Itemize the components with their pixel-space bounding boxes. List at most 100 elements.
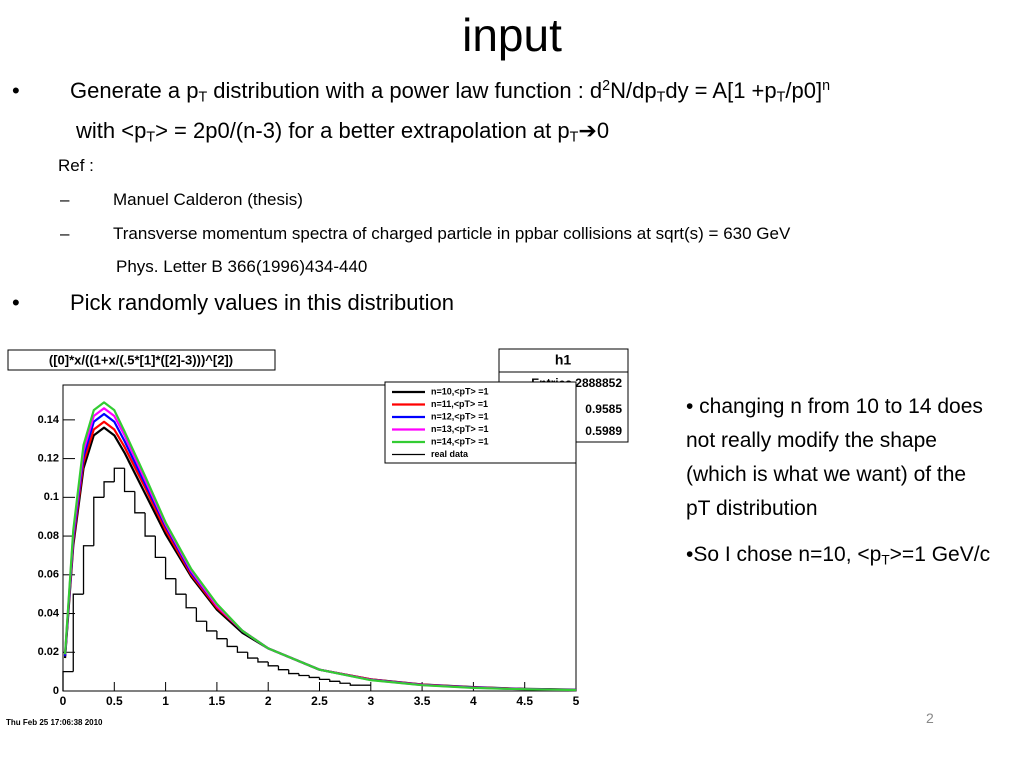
stats-rms: 0.5989 [585, 424, 622, 438]
slide-title: input [462, 9, 562, 61]
histogram-bin [288, 669, 299, 675]
histogram-bin [82, 545, 94, 595]
histogram-bin [72, 593, 84, 672]
bullet-text: Phys. Letter B 366(1996)434-440 [116, 257, 367, 277]
text-run: • changing n from 10 to 14 does not real… [686, 395, 983, 520]
page-number: 2 [926, 710, 934, 726]
bullet-text: Ref : [58, 156, 94, 176]
legend-label: n=14,<pT> =1 [431, 436, 489, 446]
x-tick-label: 4.5 [516, 694, 533, 708]
bullet-marker: – [60, 190, 70, 209]
histogram-bin [308, 675, 320, 679]
histogram-bin [103, 481, 115, 498]
legend-label: n=10,<pT> =1 [431, 386, 489, 396]
text-run: N/dp [610, 78, 657, 103]
text-run: Ref : [58, 156, 94, 175]
bullet-text: Manuel Calderon (thesis) [113, 190, 303, 210]
x-tick-label: 2.5 [311, 694, 328, 708]
text-run: T [656, 89, 666, 106]
bullet-text: Generate a pT distribution with a power … [70, 78, 830, 106]
text-run: Manuel Calderon (thesis) [113, 190, 303, 209]
x-tick-label: 4 [470, 694, 477, 708]
histogram-bin [236, 646, 248, 653]
x-tick-label: 2 [265, 694, 272, 708]
histogram-bin [226, 638, 238, 648]
y-tick-label: 0.06 [38, 569, 59, 581]
histogram-bin [154, 536, 166, 559]
histogram-bin [257, 658, 269, 663]
text-run: 2 [602, 78, 611, 95]
histogram-bin [175, 578, 187, 595]
x-tick-label: 0.5 [106, 694, 123, 708]
histogram-bin [247, 652, 258, 659]
timestamp: Thu Feb 25 17:06:38 2010 [6, 718, 103, 727]
y-tick-label: 0.08 [38, 530, 59, 542]
x-tick-label: 1.5 [209, 694, 226, 708]
y-tick-label: 0.04 [38, 607, 60, 619]
y-tick-label: 0.1 [44, 491, 59, 503]
text-run: >=1 GeV/c [889, 543, 991, 566]
x-tick-label: 1 [162, 694, 169, 708]
text-run: > = 2p0/(n-3) for a better extrapolation… [155, 118, 570, 143]
legend-label: real data [431, 449, 469, 459]
side-text: • changing n from 10 to 14 does not real… [686, 390, 991, 589]
text-run: distribution with a power law function :… [207, 78, 603, 103]
bullet-text: Transverse momentum spectra of charged p… [113, 224, 790, 244]
stats-mean: 0.9585 [585, 402, 622, 416]
legend-label: n=12,<pT> =1 [431, 411, 489, 421]
text-run: /p0] [785, 78, 823, 103]
text-run: ➔0 [578, 118, 610, 143]
y-tick-label: 0.14 [38, 414, 60, 426]
stats-name: h1 [555, 352, 572, 368]
legend-box [384, 381, 577, 464]
text-run: Pick randomly values in this distributio… [70, 290, 454, 315]
histogram-bin [329, 679, 341, 682]
y-tick-label: 0.12 [38, 453, 59, 465]
bullet-marker: • [12, 290, 20, 315]
y-tick-label: 0 [53, 685, 59, 697]
histogram-bin [298, 673, 310, 677]
text-run: Generate a p [70, 78, 199, 103]
legend-label: n=13,<pT> =1 [431, 424, 489, 434]
text-run: n [822, 78, 831, 95]
chart-title: ([0]*x/((1+x/(.5*[1]*([2]-3)))^[2]) [49, 352, 233, 367]
legend-label: n=11,<pT> =1 [431, 399, 488, 409]
histogram-bin [185, 594, 197, 609]
histogram-bin [216, 630, 228, 640]
x-tick-label: 5 [573, 694, 580, 708]
histogram-bin [113, 467, 125, 482]
text-run: T [569, 129, 579, 146]
paragraph: •So I chose n=10, <pT>=1 GeV/c [686, 538, 991, 577]
paragraph: • changing n from 10 to 14 does not real… [686, 390, 991, 526]
histogram-bin [277, 665, 289, 671]
text-run: Phys. Letter B 366(1996)434-440 [116, 257, 368, 276]
text-run: T [881, 552, 890, 568]
y-tick-label: 0.02 [38, 646, 59, 658]
histogram-bin [134, 491, 146, 514]
histogram-bin [267, 661, 279, 667]
title-box [7, 349, 276, 371]
text-run: dy = A[1 +p [665, 78, 777, 103]
curve [63, 401, 577, 692]
text-run: with <p [76, 118, 147, 143]
histogram-bin [195, 607, 207, 622]
x-tick-label: 3.5 [414, 694, 431, 708]
histogram-bin [144, 512, 156, 537]
bullet-marker: – [60, 224, 70, 243]
histogram-bin [349, 683, 361, 686]
text-run: T [146, 129, 156, 146]
bullet-text: Pick randomly values in this distributio… [70, 290, 454, 316]
x-tick-label: 3 [367, 694, 374, 708]
text-run: T [776, 89, 786, 106]
bullet-marker: • [12, 78, 20, 103]
histogram-bin [318, 677, 330, 681]
text-run: T [198, 89, 208, 106]
histogram-bin [123, 468, 135, 493]
histogram-bin [93, 496, 105, 546]
x-tick-label: 0 [60, 694, 67, 708]
histogram-bin [339, 681, 351, 684]
histogram-bin [164, 557, 176, 580]
text-run: Transverse momentum spectra of charged p… [113, 224, 791, 243]
